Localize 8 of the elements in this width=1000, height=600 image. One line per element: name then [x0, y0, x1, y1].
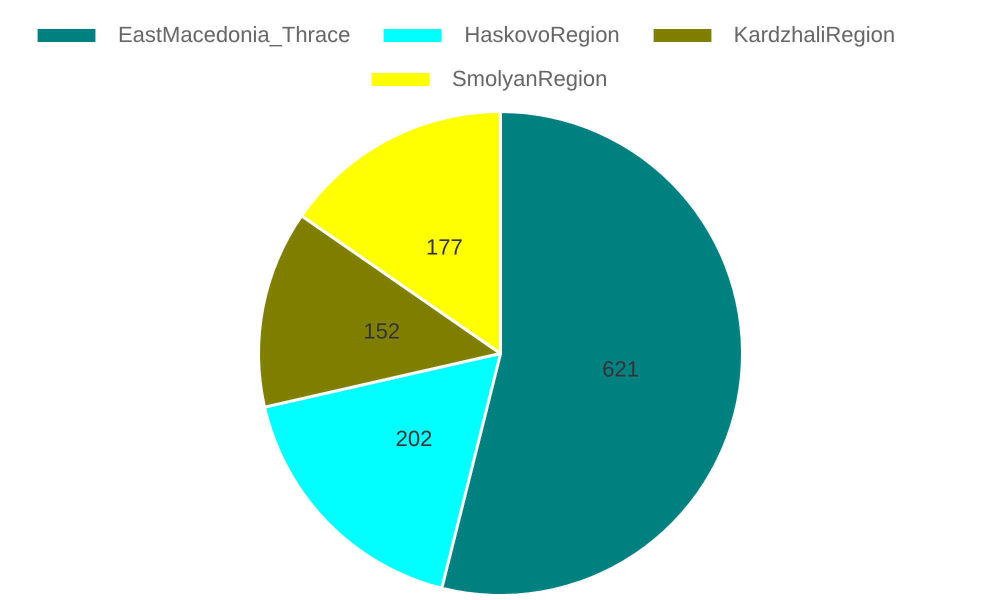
legend-label: EastMacedonia_Thrace: [118, 22, 350, 48]
legend-label: HaskovoRegion: [464, 22, 620, 48]
data-label: 202: [396, 426, 432, 452]
data-label: 177: [426, 234, 463, 260]
legend-label: SmolyanRegion: [452, 66, 608, 92]
data-label: 621: [602, 356, 639, 382]
legend-label: KardzhaliRegion: [734, 22, 896, 48]
data-label: 152: [363, 318, 400, 344]
